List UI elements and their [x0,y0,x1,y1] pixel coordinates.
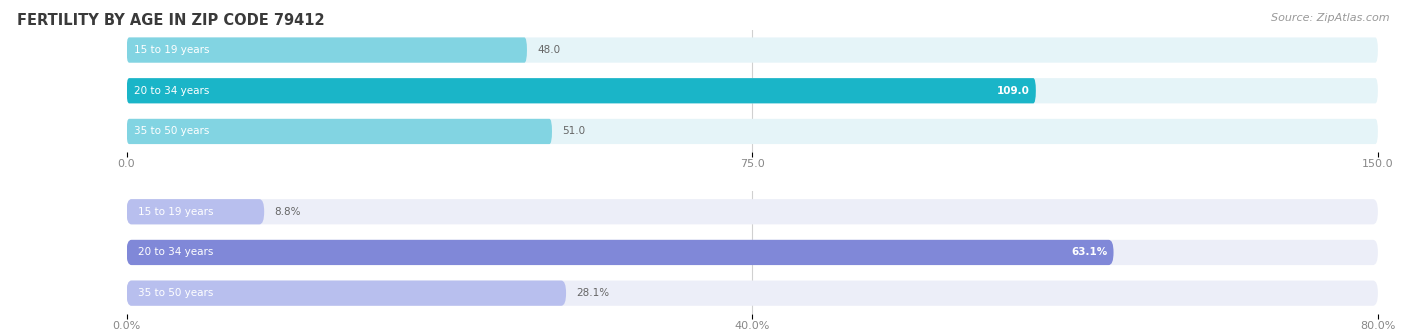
Text: 48.0: 48.0 [537,45,560,55]
Text: 15 to 19 years: 15 to 19 years [135,45,209,55]
Text: 20 to 34 years: 20 to 34 years [138,248,214,257]
FancyBboxPatch shape [127,37,527,63]
Text: 15 to 19 years: 15 to 19 years [138,207,214,217]
Text: 8.8%: 8.8% [274,207,301,217]
Text: 63.1%: 63.1% [1071,248,1108,257]
Text: 35 to 50 years: 35 to 50 years [135,126,209,136]
Text: 20 to 34 years: 20 to 34 years [135,86,209,96]
FancyBboxPatch shape [127,199,1378,224]
Text: 109.0: 109.0 [997,86,1029,96]
FancyBboxPatch shape [127,78,1378,103]
FancyBboxPatch shape [127,240,1114,265]
FancyBboxPatch shape [127,199,264,224]
FancyBboxPatch shape [127,37,1378,63]
FancyBboxPatch shape [127,280,1378,306]
FancyBboxPatch shape [127,240,1378,265]
FancyBboxPatch shape [127,119,1378,144]
Text: 51.0: 51.0 [562,126,585,136]
Text: FERTILITY BY AGE IN ZIP CODE 79412: FERTILITY BY AGE IN ZIP CODE 79412 [17,13,325,28]
FancyBboxPatch shape [127,78,1036,103]
Text: 35 to 50 years: 35 to 50 years [138,288,214,298]
FancyBboxPatch shape [127,119,553,144]
FancyBboxPatch shape [127,280,567,306]
Text: 28.1%: 28.1% [576,288,609,298]
Text: Source: ZipAtlas.com: Source: ZipAtlas.com [1271,13,1389,23]
